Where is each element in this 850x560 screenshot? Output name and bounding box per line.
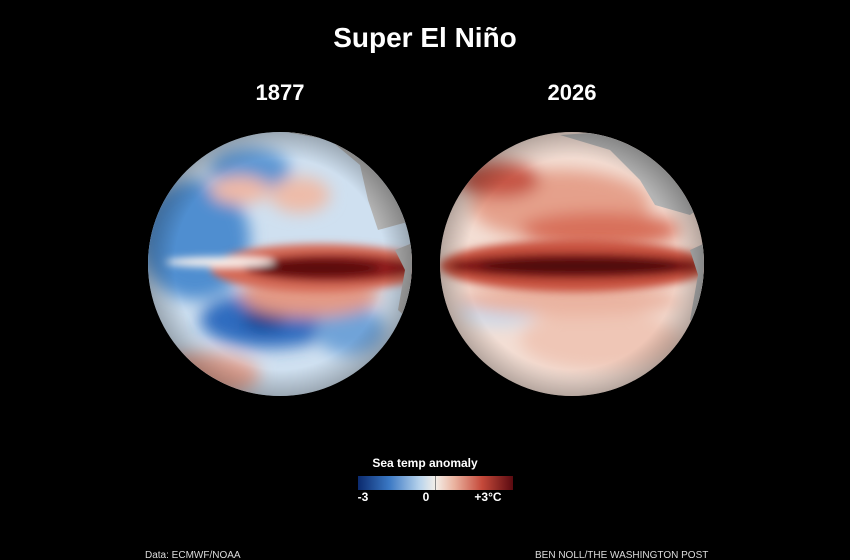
globe bbox=[440, 132, 704, 396]
globe bbox=[148, 132, 412, 396]
legend-tick: 0 bbox=[423, 490, 430, 504]
legend-tick: -3 bbox=[358, 490, 369, 504]
legend-tick: +3°C bbox=[474, 490, 501, 504]
legend-title: Sea temp anomaly bbox=[372, 456, 478, 470]
panel-label: 2026 bbox=[548, 80, 597, 105]
panel-label: 1877 bbox=[256, 80, 305, 105]
credit: BEN NOLL/THE WASHINGTON POST bbox=[535, 550, 708, 560]
title: Super El Niño bbox=[333, 22, 517, 53]
source: Data: ECMWF/NOAA bbox=[145, 550, 241, 560]
